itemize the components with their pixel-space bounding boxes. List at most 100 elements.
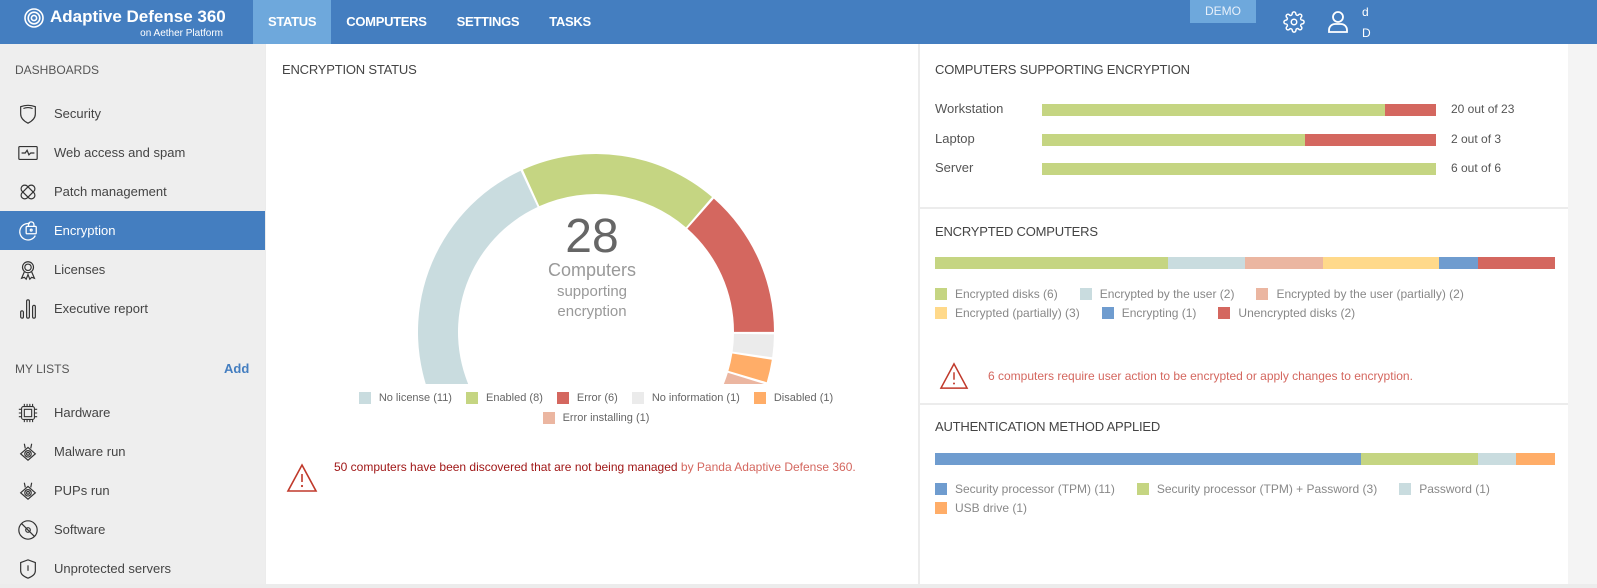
legend-item[interactable]: Password (1) [1399, 479, 1490, 499]
sidebar-item-label: Malware run [54, 444, 126, 459]
app-subtitle: on Aether Platform [140, 28, 223, 39]
bar-segment[interactable] [1477, 453, 1517, 465]
supporting-bar[interactable] [1042, 133, 1436, 146]
sidebar-item-licenses[interactable]: Licenses [0, 250, 265, 289]
tab-settings[interactable]: SETTINGS [456, 14, 520, 29]
sidebar-item-label: Patch management [54, 184, 167, 199]
legend-item[interactable]: Disabled (1) [753, 388, 833, 408]
gauge-segment-error[interactable] [687, 198, 774, 332]
legend-item[interactable]: Encrypting (1) [1101, 304, 1196, 324]
sidebar-item-label: Web access and spam [54, 145, 186, 160]
legend-item[interactable]: Security processor (TPM) (11) [935, 479, 1115, 499]
encryption-icon [19, 220, 37, 241]
legend-swatch [1399, 482, 1412, 495]
panel-title: ENCRYPTION STATUS [282, 62, 417, 77]
legend-label: Unencrypted disks (2) [1238, 306, 1356, 321]
legend-label: No information (1) [651, 392, 740, 404]
gauge-segment-no-license[interactable] [418, 170, 538, 384]
supporting-bar[interactable] [1042, 163, 1436, 175]
top-header: Adaptive Defense 360 on Aether Platform … [0, 0, 1597, 44]
user-domain[interactable]: D [1362, 26, 1371, 40]
legend-item[interactable]: No license (11) [358, 388, 452, 408]
bar-segment[interactable] [1322, 257, 1439, 269]
encrypted-stacked-bar [935, 257, 1555, 269]
sidebar: DASHBOARDS Security Web access and spam … [0, 44, 265, 584]
legend-item[interactable]: No information (1) [631, 388, 740, 408]
warning-text[interactable]: 50 computers have been discovered that a… [334, 457, 856, 477]
legend-item[interactable]: Encrypted (partially) (3) [935, 304, 1080, 324]
legend-item[interactable]: Error installing (1) [542, 408, 649, 428]
sidebar-item-executive-report[interactable]: Executive report [0, 289, 265, 328]
supporting-row-label: Workstation [935, 101, 1004, 116]
legend-item[interactable]: Enabled (8) [465, 388, 543, 408]
bar-segment[interactable] [1361, 453, 1478, 465]
unsupported-fill [1304, 133, 1436, 146]
my-lists-heading: MY LISTS [15, 362, 70, 376]
right-column: COMPUTERS SUPPORTING ENCRYPTION Workstat… [920, 44, 1568, 584]
sidebar-item-malware-run[interactable]: Malware run [0, 432, 265, 471]
warning-text: 6 computers require user action to be en… [988, 369, 1413, 383]
gauge-segment-error-installing[interactable] [721, 372, 766, 384]
tab-tasks[interactable]: TASKS [549, 14, 591, 29]
supporting-bar[interactable] [1042, 104, 1436, 116]
bar-segment[interactable] [1438, 257, 1478, 269]
sidebar-item-web-access[interactable]: Web access and spam [0, 133, 265, 172]
sidebar-item-label: Hardware [54, 405, 111, 420]
scrollbar[interactable] [1568, 44, 1597, 584]
gauge-segment-disabled[interactable] [728, 353, 772, 383]
award-icon [20, 260, 36, 280]
legend-label: Encrypted by the user (partially) (2) [1276, 286, 1464, 301]
bar-segment[interactable] [1477, 257, 1555, 269]
auth-legend: Security processor (TPM) (11) Security pr… [935, 479, 1555, 518]
legend-item[interactable]: USB drive (1) [935, 499, 1027, 519]
gauge-segment-enabled[interactable] [522, 154, 713, 228]
chip-icon [18, 403, 38, 422]
user-action-warning: 6 computers require user action to be en… [938, 362, 1558, 390]
bar-segment[interactable] [935, 257, 1168, 269]
encrypted-legend: Encrypted disks (6) Encrypted by the user… [935, 284, 1555, 323]
warning-text-rest: by Panda Adaptive Defense 360. [677, 460, 856, 474]
gauge-legend: No license (11) Enabled (8) Error (6) No in… [306, 388, 886, 428]
sidebar-item-label: Software [54, 522, 106, 537]
shield-icon [20, 104, 36, 124]
bar-segment[interactable] [1516, 453, 1555, 465]
legend-swatch [935, 287, 947, 300]
bar-segment[interactable] [1245, 257, 1323, 269]
legend-label: Password (1) [1419, 481, 1490, 496]
sidebar-item-label: Executive report [54, 301, 148, 316]
sidebar-item-security[interactable]: Security [0, 94, 265, 133]
bar-segment[interactable] [935, 453, 1362, 465]
sidebar-item-pups-run[interactable]: PUPs run [0, 471, 265, 510]
legend-label: Security processor (TPM) (11) [955, 481, 1115, 496]
tab-status[interactable]: STATUS [253, 0, 332, 44]
legend-item[interactable]: Error (6) [556, 388, 618, 408]
gear-icon[interactable] [1283, 11, 1305, 33]
sidebar-item-label: Unprotected servers [54, 561, 172, 576]
bar-segment[interactable] [1167, 257, 1245, 269]
legend-item[interactable]: Security processor (TPM) + Password (3) [1136, 479, 1378, 499]
legend-label: Encrypted (partially) (3) [955, 306, 1080, 321]
user-name[interactable]: d [1362, 5, 1369, 19]
gauge-segment-no-information[interactable] [732, 333, 774, 358]
legend-label: Security processor (TPM) + Password (3) [1156, 481, 1378, 496]
sidebar-item-software[interactable]: Software [0, 510, 265, 549]
warning-text-strong[interactable]: 50 computers have been discovered that a… [334, 460, 678, 474]
sidebar-item-unprotected-servers[interactable]: Unprotected servers [0, 549, 265, 588]
logo-icon [24, 8, 44, 28]
legend-label: Error (6) [576, 392, 618, 404]
supporting-row-value: 20 out of 23 [1451, 102, 1515, 116]
sidebar-item-patch[interactable]: Patch management [0, 172, 265, 211]
legend-swatch [935, 502, 947, 515]
legend-item[interactable]: Encrypted by the user (partially) (2) [1256, 284, 1464, 304]
add-list-link[interactable]: Add [224, 361, 250, 376]
warning-icon [939, 362, 969, 389]
patch-icon [20, 183, 36, 200]
sidebar-item-encryption[interactable]: Encryption [0, 211, 265, 250]
legend-item[interactable]: Unencrypted disks (2) [1218, 304, 1355, 324]
user-icon[interactable] [1327, 10, 1349, 34]
tab-computers[interactable]: COMPUTERS [346, 14, 427, 29]
sidebar-item-hardware[interactable]: Hardware [0, 393, 265, 432]
legend-item[interactable]: Encrypted by the user (2) [1079, 284, 1234, 304]
legend-swatch [358, 392, 371, 404]
legend-item[interactable]: Encrypted disks (6) [935, 284, 1058, 304]
